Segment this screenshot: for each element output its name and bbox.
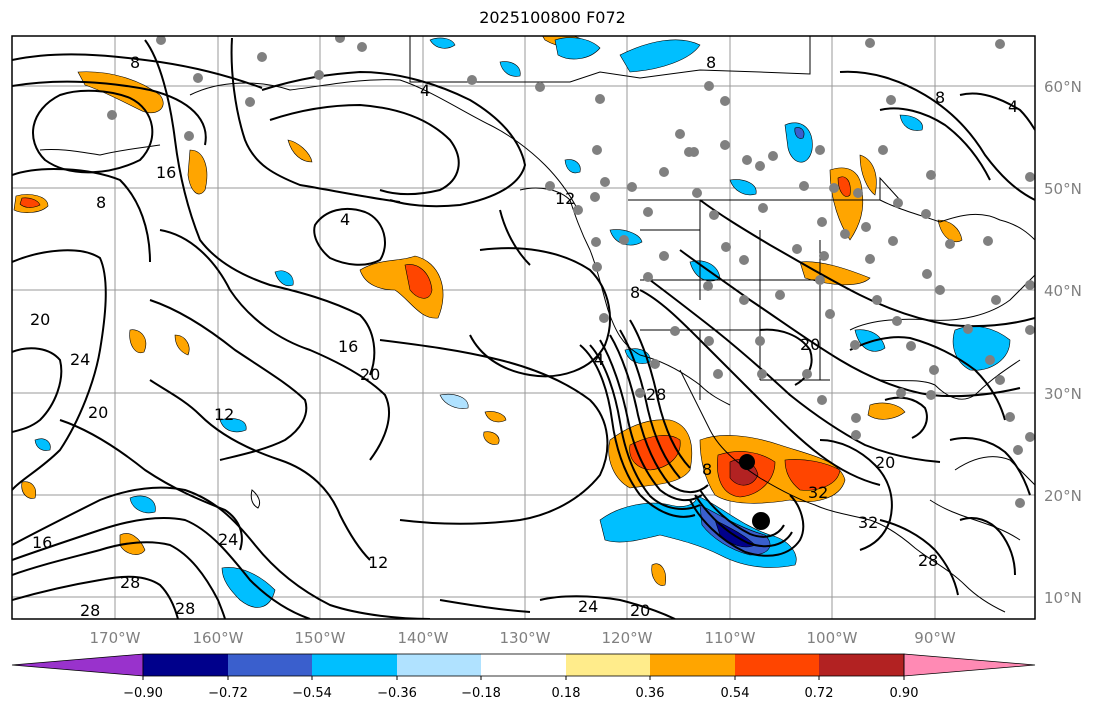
contour-label: 24 bbox=[578, 597, 598, 616]
coastlines bbox=[39, 36, 1035, 613]
lon-label: 150°W bbox=[295, 629, 346, 647]
contour-label: 16 bbox=[32, 533, 52, 552]
contour-label: 8 bbox=[935, 88, 945, 107]
lon-label: 140°W bbox=[398, 629, 449, 647]
contour-label: 28 bbox=[120, 573, 140, 592]
colorbar-tick: −0.54 bbox=[292, 686, 332, 701]
contour-label: 32 bbox=[858, 513, 878, 532]
lon-label: 170°W bbox=[90, 629, 141, 647]
contour-label: 20 bbox=[88, 403, 108, 422]
contour-lines bbox=[12, 37, 1035, 619]
contour-label: 8 bbox=[96, 193, 106, 212]
lat-label: 30°N bbox=[1044, 385, 1082, 403]
lat-label: 10°N bbox=[1044, 589, 1082, 607]
map-frame bbox=[11, 35, 1036, 620]
contour-label: 20 bbox=[360, 365, 380, 384]
contour-label: 28 bbox=[80, 601, 100, 620]
lon-label: 120°W bbox=[602, 629, 653, 647]
contour-label: 16 bbox=[156, 163, 176, 182]
lat-label: 20°N bbox=[1044, 487, 1082, 505]
lat-label: 50°N bbox=[1044, 180, 1082, 198]
contour-label: 24 bbox=[70, 350, 90, 369]
colorbar-segment bbox=[228, 654, 312, 676]
colorbar-extend-max bbox=[903, 653, 1036, 677]
contour-label: 16 bbox=[338, 337, 358, 356]
gridlines bbox=[12, 36, 1035, 619]
colorbar-tick: 0.18 bbox=[552, 686, 581, 701]
colorbar-tick: 0.54 bbox=[721, 686, 750, 701]
positive-anomaly-shading bbox=[13, 36, 963, 586]
colorbar-segment bbox=[735, 654, 819, 676]
contour-label: 20 bbox=[875, 453, 895, 472]
colorbar-tick: −0.18 bbox=[461, 686, 501, 701]
contour-label: 28 bbox=[918, 551, 938, 570]
colorbar-tick: 0.90 bbox=[890, 686, 919, 701]
contour-label: 4 bbox=[1008, 97, 1018, 116]
lon-label: 160°W bbox=[193, 629, 244, 647]
colorbar-segment bbox=[650, 654, 735, 676]
colorbar-extend-min bbox=[11, 653, 144, 677]
colorbar: −0.90 −0.72 −0.54 −0.36 −0.18 0.18 0.36 … bbox=[11, 653, 1036, 701]
contour-label: 8 bbox=[702, 460, 712, 479]
lat-label: 60°N bbox=[1044, 78, 1082, 96]
colorbar-tick: 0.36 bbox=[636, 686, 665, 701]
lon-label: 100°W bbox=[807, 629, 858, 647]
colorbar-tick: −0.90 bbox=[123, 686, 163, 701]
longitude-labels: 170°W 160°W 150°W 140°W 130°W 120°W 110°… bbox=[90, 629, 956, 647]
negative-anomaly-shading bbox=[34, 37, 1011, 608]
contour-label: 12 bbox=[368, 553, 388, 572]
colorbar-segment bbox=[481, 654, 566, 676]
colorbar-segment bbox=[819, 654, 904, 676]
colorbar-segment bbox=[566, 654, 650, 676]
contour-label: 8 bbox=[630, 283, 640, 302]
colorbar-segment bbox=[143, 654, 228, 676]
colorbar-segment bbox=[397, 654, 481, 676]
contour-label: 20 bbox=[800, 335, 820, 354]
contour-label: 4 bbox=[340, 210, 350, 229]
contour-label: 4 bbox=[594, 350, 604, 369]
colorbar-segment bbox=[312, 654, 397, 676]
lon-label: 90°W bbox=[914, 629, 956, 647]
contour-label: 8 bbox=[130, 53, 140, 72]
contour-label: 4 bbox=[420, 81, 430, 100]
contour-label: 8 bbox=[706, 53, 716, 72]
latitude-labels: 60°N 50°N 40°N 30°N 20°N 10°N bbox=[1044, 78, 1082, 607]
station-dots bbox=[107, 36, 1035, 508]
lat-label: 40°N bbox=[1044, 282, 1082, 300]
colorbar-tick: 0.72 bbox=[805, 686, 834, 701]
storm-marker-north bbox=[739, 454, 755, 470]
contour-label: 32 bbox=[808, 483, 828, 502]
contour-label: 12 bbox=[214, 405, 234, 424]
colorbar-tick: −0.72 bbox=[208, 686, 248, 701]
storm-marker-south bbox=[752, 512, 770, 530]
contour-label: 28 bbox=[646, 385, 666, 404]
contour-label: 24 bbox=[218, 530, 238, 549]
contour-label: 20 bbox=[30, 310, 50, 329]
colorbar-tick: −0.36 bbox=[377, 686, 417, 701]
lon-label: 110°W bbox=[705, 629, 756, 647]
lon-label: 130°W bbox=[500, 629, 551, 647]
contour-label: 28 bbox=[175, 599, 195, 618]
map-title: 2025100800 F072 bbox=[479, 8, 626, 27]
contour-label: 20 bbox=[630, 601, 650, 620]
contour-labels: 8 8 16 8 4 4 8 4 12 20 24 20 16 20 12 8 … bbox=[30, 53, 1018, 620]
contour-label: 12 bbox=[555, 189, 575, 208]
